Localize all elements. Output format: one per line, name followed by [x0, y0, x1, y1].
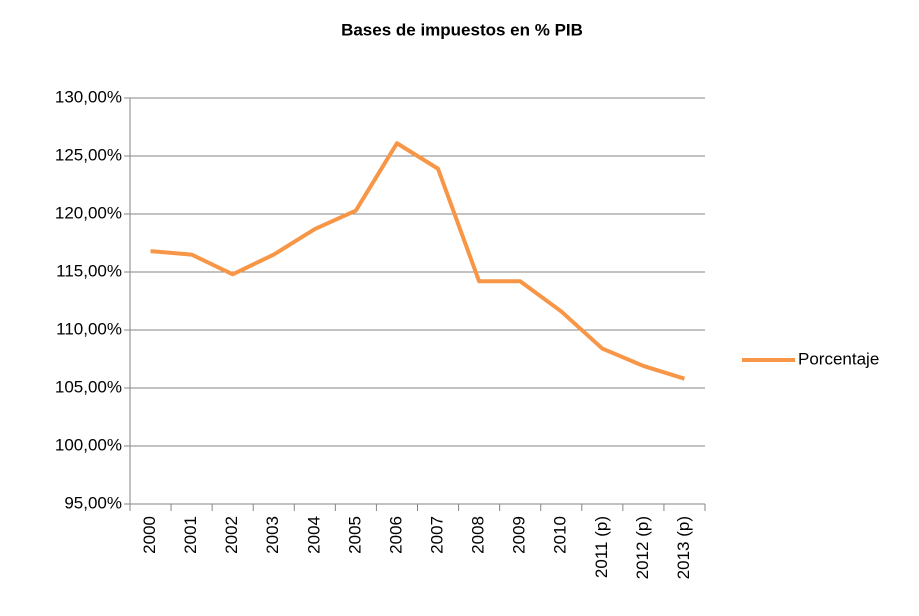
x-tick-label: 2013 (p) [674, 516, 693, 579]
legend-label: Porcentaje [798, 349, 879, 368]
y-tick-label: 100,00% [55, 435, 122, 454]
x-tick-label: 2010 [551, 516, 570, 554]
y-tick-label: 105,00% [55, 377, 122, 396]
x-tick-label: 2012 (p) [633, 516, 652, 579]
x-tick-label: 2002 [222, 516, 241, 554]
y-tick-label: 110,00% [56, 319, 122, 338]
line [150, 141, 686, 381]
x-tick-label: 2000 [140, 516, 159, 554]
x-tick-label: 2009 [510, 516, 529, 554]
x-tick-label: 2006 [386, 516, 405, 554]
x-tick-label: 2003 [263, 516, 282, 554]
x-tick-label: 2005 [345, 516, 364, 554]
y-tick-label: 130,00% [55, 87, 122, 106]
y-tick-label: 120,00% [55, 203, 122, 222]
chart-title: Bases de impuestos en % PIB [341, 20, 583, 39]
y-tick-label: 125,00% [55, 145, 122, 164]
y-tick-label: 115,00% [56, 261, 122, 280]
x-tick-label: 2001 [181, 516, 200, 554]
x-tick-label: 2007 [428, 516, 447, 554]
x-tick-label: 2011 (p) [592, 516, 611, 578]
y-tick-label: 95,00% [64, 493, 122, 512]
x-tick-label: 2004 [304, 516, 323, 554]
x-tick-label: 2008 [469, 516, 488, 554]
